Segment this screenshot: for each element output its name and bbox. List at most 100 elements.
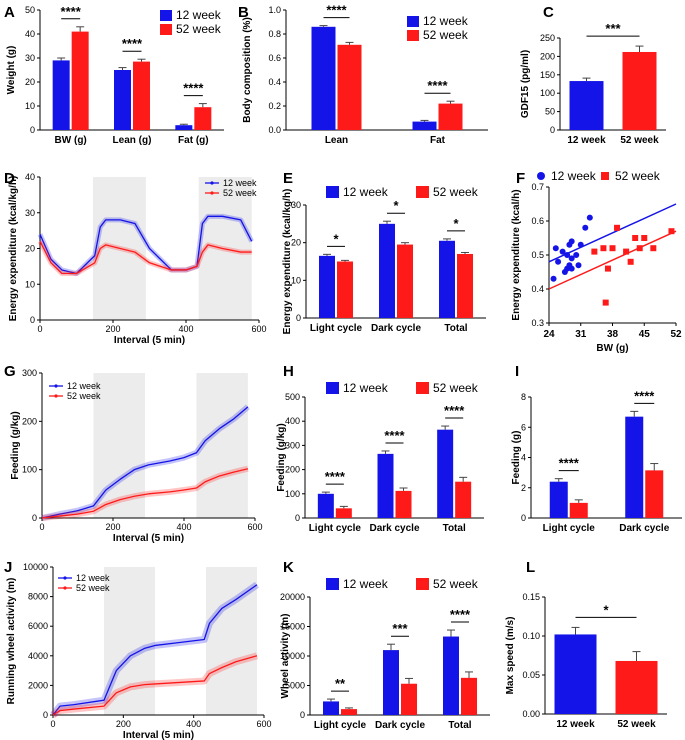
x-tick-label: 45 bbox=[639, 329, 651, 340]
x-tick-label: 0 bbox=[39, 522, 44, 532]
y-tick-label: 250 bbox=[540, 33, 555, 43]
legend-marker bbox=[63, 576, 67, 580]
significance-label: **** bbox=[183, 81, 204, 96]
scatter-point-12-week bbox=[582, 224, 589, 231]
y-tick-label: 300 bbox=[285, 440, 300, 450]
significance-label: **** bbox=[634, 388, 655, 403]
panel-label-k: K bbox=[283, 559, 294, 576]
legend-label: 12 week bbox=[176, 8, 222, 22]
legend-marker bbox=[54, 384, 58, 388]
y-tick-label: 10 bbox=[25, 279, 35, 289]
y-tick-label: 0.10 bbox=[522, 631, 540, 641]
legend-label: 12 week bbox=[223, 178, 257, 188]
bar-h-12-week bbox=[437, 429, 454, 518]
legend-swatch bbox=[326, 382, 339, 394]
x-category-label: Light cycle bbox=[310, 323, 363, 334]
bar-h-52-week bbox=[335, 508, 352, 518]
bar-k-12-week bbox=[323, 701, 339, 715]
scatter-point-12-week bbox=[586, 214, 593, 221]
series-line-52-week bbox=[39, 241, 252, 275]
bar-i-52-week bbox=[645, 470, 664, 518]
x-tick-label: 200 bbox=[105, 324, 120, 334]
x-category-label: Fat (g) bbox=[178, 135, 209, 146]
y-axis-title: Energy expenditure (kcal/kg/h) bbox=[282, 189, 293, 335]
y-tick-label: 100 bbox=[540, 88, 555, 98]
y-axis-title: Feeding (g/kg) bbox=[10, 411, 21, 479]
x-category-label: Dark cycle bbox=[375, 720, 425, 731]
bar-i-52-week bbox=[569, 502, 588, 518]
y-axis-title: Weight (g) bbox=[6, 46, 17, 95]
bar-l-1 bbox=[615, 660, 658, 714]
panel-label-g: G bbox=[4, 363, 16, 380]
legend-label: 12 week bbox=[551, 169, 597, 183]
scatter-point-12-week bbox=[577, 241, 584, 248]
significance-label: * bbox=[393, 198, 399, 213]
y-tick-label: 15000 bbox=[280, 622, 305, 632]
x-category-label: 52 week bbox=[620, 135, 659, 146]
panel-label-d: D bbox=[4, 170, 15, 187]
y-tick-label: 2000 bbox=[28, 680, 48, 690]
scatter-point-12-week bbox=[564, 252, 571, 258]
bar-h-52-week bbox=[455, 481, 472, 518]
x-axis-title: Interval (5 min) bbox=[123, 730, 194, 740]
x-category-label: Dark cycle bbox=[369, 523, 419, 534]
y-tick-label: 0.2 bbox=[268, 101, 281, 111]
bar-k-12-week bbox=[443, 636, 459, 715]
y-tick-label: 0.05 bbox=[522, 670, 540, 680]
bar-i-12-week bbox=[549, 481, 568, 518]
scatter-point-52-week bbox=[614, 224, 621, 231]
x-category-label: Lean bbox=[325, 135, 348, 146]
panel-label-h: H bbox=[283, 363, 294, 380]
bar-e-12-week bbox=[439, 240, 455, 318]
y-tick-label: 200 bbox=[285, 465, 300, 475]
panel-label-l: L bbox=[526, 559, 535, 576]
y-tick-label: 20 bbox=[291, 238, 301, 248]
significance-label: * bbox=[333, 231, 339, 246]
legend-label: 52 week bbox=[433, 381, 479, 395]
x-category-label: BW (g) bbox=[55, 135, 87, 146]
y-tick-label: 0 bbox=[521, 513, 526, 523]
y-tick-label: 6000 bbox=[28, 621, 48, 631]
y-tick-label: 0.5 bbox=[531, 250, 544, 260]
bar-e-52-week bbox=[397, 244, 413, 318]
x-tick-label: 31 bbox=[575, 329, 587, 340]
x-axis-title: BW (g) bbox=[596, 343, 628, 354]
panel-label-e: E bbox=[283, 170, 293, 187]
bar-b-12-week bbox=[412, 121, 437, 130]
scatter-point-52-week bbox=[636, 245, 643, 252]
panel-label-f: F bbox=[516, 170, 525, 187]
y-axis-title: Running wheel activity (m) bbox=[6, 578, 17, 705]
x-category-label: Light cycle bbox=[314, 720, 367, 731]
bar-h-52-week bbox=[395, 490, 412, 518]
y-tick-label: 4 bbox=[521, 453, 526, 463]
legend-marker bbox=[54, 394, 58, 398]
y-tick-label: 8000 bbox=[28, 592, 48, 602]
dark-cycle-shading bbox=[196, 373, 248, 518]
significance-label: **** bbox=[444, 403, 465, 418]
y-tick-label: 0 bbox=[43, 710, 48, 720]
legend-swatch bbox=[407, 30, 419, 41]
legend-swatch bbox=[416, 578, 429, 590]
y-tick-label: 1.0 bbox=[268, 5, 281, 15]
y-tick-label: 0.00 bbox=[522, 709, 540, 719]
scatter-point-52-week bbox=[602, 299, 609, 306]
legend-label: 12 week bbox=[343, 381, 389, 395]
significance-label: **** bbox=[325, 469, 346, 484]
bar-c-1 bbox=[622, 51, 657, 130]
scatter-point-12-week bbox=[575, 262, 582, 269]
y-tick-label: 10 bbox=[25, 101, 35, 111]
scatter-point-12-week bbox=[568, 265, 575, 272]
legend-label: 12 week bbox=[423, 14, 469, 28]
legend-label: 52 week bbox=[67, 391, 101, 401]
y-tick-label: 0.4 bbox=[531, 284, 544, 294]
y-tick-label: 30 bbox=[291, 200, 301, 210]
y-tick-label: 0.6 bbox=[531, 216, 544, 226]
significance-label: **** bbox=[61, 4, 82, 19]
legend-label: 52 week bbox=[76, 583, 110, 593]
significance-label: **** bbox=[450, 607, 471, 622]
x-tick-label: 600 bbox=[247, 522, 262, 532]
y-tick-label: 200 bbox=[22, 416, 37, 426]
regression-line bbox=[548, 230, 677, 290]
y-tick-label: 100 bbox=[22, 465, 37, 475]
y-tick-label: 0 bbox=[30, 315, 35, 325]
